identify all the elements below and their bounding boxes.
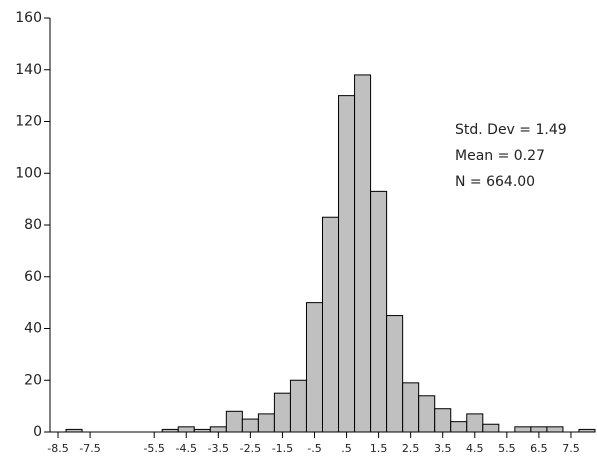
- bar: [225, 410, 243, 433]
- bar: [402, 382, 420, 433]
- y-tick-label: 0: [33, 424, 42, 440]
- bar: [322, 216, 340, 433]
- y-tick-label: 80: [24, 217, 42, 233]
- x-tick-label: 5.5: [498, 442, 516, 455]
- bar: [578, 428, 596, 433]
- bar: [386, 315, 404, 433]
- annotation: Std. Dev = 1.49: [455, 122, 567, 138]
- x-tick-label: 7.5: [562, 442, 580, 455]
- x-tick-label: .5: [341, 442, 352, 455]
- y-tick-label: 40: [24, 321, 42, 337]
- y-tick-label: 60: [24, 269, 42, 285]
- bar: [65, 428, 83, 433]
- x-tick-label: -5.5: [143, 442, 164, 455]
- bar: [257, 413, 275, 433]
- bar: [209, 426, 227, 433]
- bar: [161, 428, 179, 433]
- bar: [466, 413, 484, 433]
- y-tick-label: 20: [24, 372, 42, 388]
- x-tick-label: 3.5: [434, 442, 452, 455]
- bar: [241, 418, 259, 433]
- bar: [530, 426, 548, 433]
- bar: [434, 408, 452, 433]
- bar: [482, 423, 500, 433]
- x-tick-label: 2.5: [402, 442, 420, 455]
- bar: [354, 74, 372, 433]
- bar: [177, 426, 195, 433]
- x-tick-label: 1.5: [370, 442, 388, 455]
- annotation: N = 664.00: [455, 174, 535, 190]
- y-tick-label: 140: [15, 62, 42, 78]
- x-tick-label: -3.5: [208, 442, 229, 455]
- x-tick-label: -2.5: [240, 442, 261, 455]
- x-tick-label: -7.5: [79, 442, 100, 455]
- x-tick-label: 6.5: [530, 442, 548, 455]
- bar: [370, 190, 388, 433]
- bar: [514, 426, 532, 433]
- y-tick-label: 160: [15, 10, 42, 26]
- x-tick-label: -.5: [307, 442, 321, 455]
- x-tick-label: -8.5: [47, 442, 68, 455]
- bar: [305, 302, 323, 433]
- annotation: Mean = 0.27: [455, 148, 545, 164]
- bar: [450, 421, 468, 433]
- bar: [273, 392, 291, 433]
- bar: [338, 95, 356, 433]
- bar: [418, 395, 436, 433]
- y-tick-label: 120: [15, 114, 42, 130]
- bar: [546, 426, 564, 433]
- x-tick-label: 4.5: [466, 442, 484, 455]
- bar: [193, 428, 211, 433]
- x-tick-label: -4.5: [176, 442, 197, 455]
- x-tick-label: -1.5: [272, 442, 293, 455]
- bar: [289, 379, 307, 433]
- y-tick-label: 100: [15, 165, 42, 181]
